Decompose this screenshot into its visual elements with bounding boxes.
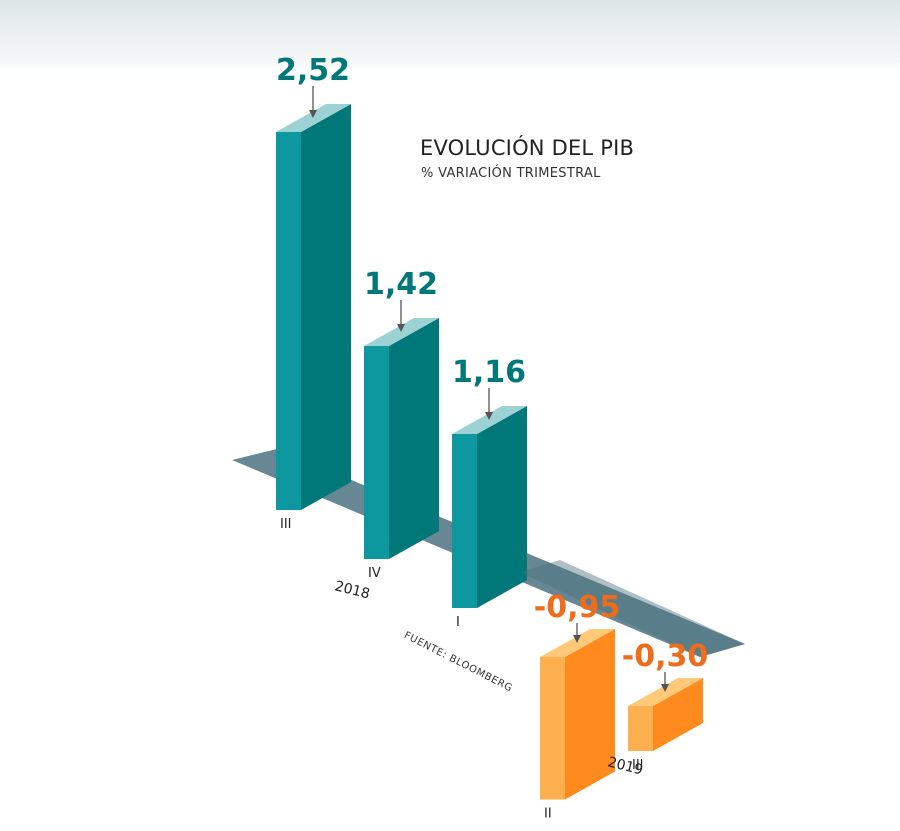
quarter-label: II (544, 807, 552, 822)
bar-front (628, 706, 653, 751)
bar-top (628, 678, 703, 706)
value-label: -0,30 (622, 639, 708, 674)
bar-front (364, 346, 389, 559)
bar-side (653, 678, 703, 751)
value-arrow-head (397, 324, 405, 332)
bar-top (276, 104, 351, 132)
bar-3 (540, 629, 615, 800)
quarter-label: IV (368, 566, 381, 581)
bar-side (301, 104, 351, 510)
value-label: 2,52 (276, 53, 350, 88)
bar-top (364, 318, 439, 346)
bar-0 (276, 104, 351, 510)
header-band (0, 0, 900, 72)
chart-title: EVOLUCIÓN DEL PIB (420, 136, 635, 160)
quarter-label: I (456, 615, 460, 630)
bar-front (452, 434, 477, 608)
value-label: 1,42 (364, 267, 438, 302)
value-arrow-head (661, 684, 669, 692)
bar-front (276, 132, 301, 510)
bar-front (540, 657, 565, 800)
value-label: 1,16 (452, 355, 526, 390)
bar-1 (364, 318, 439, 559)
bar-4 (628, 678, 703, 751)
bar-side (477, 406, 527, 608)
bar-side (565, 629, 615, 800)
value-arrow-head (573, 635, 581, 643)
bar-2 (452, 406, 527, 608)
quarter-label: III (280, 517, 292, 532)
year-label: 2018 (333, 578, 371, 602)
axis-band-overlay (520, 560, 745, 657)
value-arrow-head (309, 110, 317, 118)
bar-side (389, 318, 439, 559)
value-label: -0,95 (534, 590, 620, 625)
bar-top (540, 629, 615, 657)
value-arrow-head (485, 412, 493, 420)
bar-top (452, 406, 527, 434)
chart-subtitle: % VARIACIÓN TRIMESTRAL (421, 166, 601, 181)
quarter-label: III (632, 758, 644, 773)
